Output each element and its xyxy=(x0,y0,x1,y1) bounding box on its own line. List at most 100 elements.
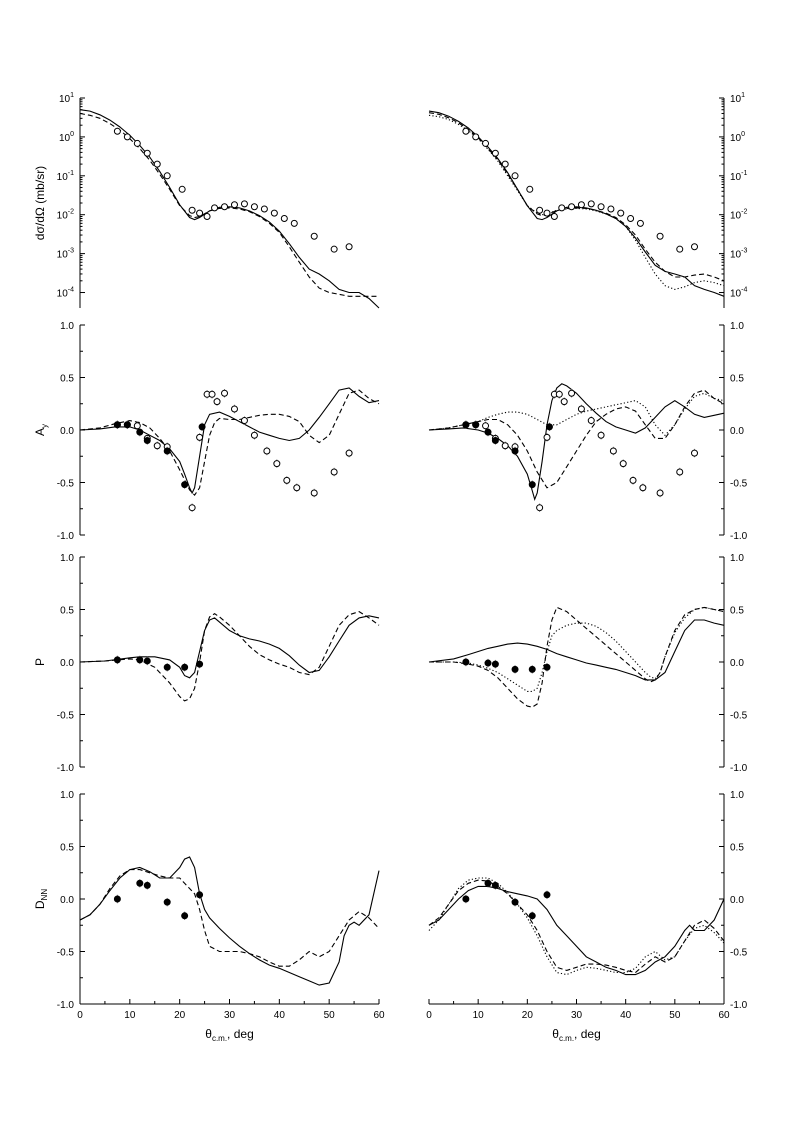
left-dnn-x-axis-title: θc.m., deg xyxy=(205,1027,254,1043)
left-ay-open-point xyxy=(263,447,271,455)
x-axis-title-theta: θ xyxy=(205,1027,212,1041)
tick-exponent: -3 xyxy=(68,248,74,255)
right-p-y-tick-label: 1.0 xyxy=(730,553,744,564)
right-ay-open-point xyxy=(656,489,664,497)
right-p-y-tick-label: 0.5 xyxy=(730,606,744,617)
right-dnn-y-tick-label: 0.0 xyxy=(730,895,744,906)
left-ay-filled-point xyxy=(143,437,151,444)
tick-exponent: 1 xyxy=(741,92,745,99)
left-p-filled-point xyxy=(113,656,121,664)
right-ay-open-point xyxy=(629,476,637,484)
tick-base: 10 xyxy=(730,250,742,261)
y-axis-title-cross-section: dσ/dΩ (mb/sr) xyxy=(33,166,47,240)
left-cs-open-point xyxy=(270,209,278,217)
left-dnn-x-tick-label: 30 xyxy=(224,1010,236,1021)
left-dnn-curve-dashed xyxy=(79,869,380,967)
right-dnn-x-tick-label: 60 xyxy=(718,1010,730,1021)
right-cs-open-point xyxy=(676,245,684,253)
left-dnn-x-tick-label: 60 xyxy=(373,1010,385,1021)
left-dnn-y-tick-label: -0.5 xyxy=(57,948,75,959)
left-ay-open-point xyxy=(133,422,141,430)
tick-exponent: -1 xyxy=(741,170,747,177)
right-cs-y-tick-label: 10-4 xyxy=(730,287,747,300)
left-p-filled-point xyxy=(143,657,151,665)
left-cs-open-point xyxy=(203,212,211,220)
right-ay-y-tick-label: -1.0 xyxy=(730,531,748,542)
right-ay-open-point xyxy=(543,433,551,441)
right-dnn-x-tick-label: 40 xyxy=(620,1010,632,1021)
tick-base: 10 xyxy=(59,94,71,105)
tick-base: 10 xyxy=(57,172,69,183)
x-axis-title-sub: c.m. xyxy=(559,1034,574,1043)
right-ay-y-tick-label: -0.5 xyxy=(730,479,748,490)
right-dnn-filled-point xyxy=(462,895,470,903)
tick-base: 10 xyxy=(730,211,742,222)
right-cs-open-point xyxy=(501,160,509,168)
left-p-y-tick-label: -0.5 xyxy=(57,711,75,722)
left-cs-open-point xyxy=(143,149,151,157)
left-ay-open-point xyxy=(310,489,318,497)
right-dnn-filled-point xyxy=(528,912,536,920)
left-dnn-x-tick-label: 10 xyxy=(124,1010,136,1021)
right-cs-curve-dotted xyxy=(428,114,725,290)
left-cs-y-tick-label: 100 xyxy=(59,131,74,144)
left-ay-curve-dashed xyxy=(79,389,380,496)
left-p-curve-solid xyxy=(79,615,380,679)
tick-exponent: -2 xyxy=(68,209,74,216)
left-p-filled-point xyxy=(196,660,204,668)
left-cs-open-point xyxy=(211,204,219,212)
tick-exponent: 0 xyxy=(741,131,745,138)
right-ay-open-point xyxy=(555,390,563,398)
y-axis-title-dnn-sub: NN xyxy=(40,889,49,901)
left-ay-curve-solid xyxy=(79,387,380,495)
left-cs-open-point xyxy=(250,203,258,211)
right-p-curve-solid xyxy=(428,619,725,681)
left-ay-open-point xyxy=(208,390,216,398)
tick-exponent: -2 xyxy=(741,209,747,216)
left-cs-y-tick-label: 10-3 xyxy=(57,248,74,261)
right-ay-open-point xyxy=(560,398,568,406)
right-dnn-x-axis-title: θc.m., deg xyxy=(552,1027,601,1043)
tick-base: 10 xyxy=(730,133,742,144)
left-p-filled-point xyxy=(163,663,171,671)
y-axis-title-dnn-main: D xyxy=(33,900,47,909)
y-axis-title-dnn: DNN xyxy=(33,889,49,909)
right-cs-open-point xyxy=(627,214,635,222)
right-dnn-y-tick-label: -1.0 xyxy=(730,1000,748,1011)
right-cs-open-point xyxy=(550,212,558,220)
left-cs-open-point xyxy=(153,160,161,168)
tick-exponent: -4 xyxy=(68,287,74,294)
right-dnn-x-tick-label: 10 xyxy=(473,1010,485,1021)
right-ay-open-point xyxy=(501,442,509,450)
right-ay-y-tick-label: 0.0 xyxy=(730,426,744,437)
left-cs-open-point xyxy=(196,209,204,217)
left-ay-filled-point xyxy=(181,481,189,489)
right-cs-y-tick-label: 10-2 xyxy=(730,209,747,222)
right-ay-open-point xyxy=(676,468,684,476)
y-axis-title-p: P xyxy=(33,658,47,666)
x-axis-title-unit: , deg xyxy=(227,1027,254,1041)
left-cs-open-point xyxy=(163,172,171,180)
right-cs-open-point xyxy=(577,201,585,209)
right-cs-open-point xyxy=(691,243,698,251)
left-ay-open-point xyxy=(250,431,258,439)
left-dnn-filled-point xyxy=(113,895,121,903)
x-axis-title-sub: c.m. xyxy=(212,1034,227,1043)
left-cs-open-point xyxy=(221,203,229,211)
x-axis-title-unit: , deg xyxy=(574,1027,601,1041)
left-cs-open-point xyxy=(133,139,141,147)
right-cs-open-point xyxy=(636,219,644,227)
right-cs-y-tick-label: 10-3 xyxy=(730,248,747,261)
tick-base: 10 xyxy=(730,172,742,183)
left-dnn-curve-solid xyxy=(79,856,380,986)
tick-exponent: 0 xyxy=(70,131,74,138)
left-ay-open-point xyxy=(188,504,196,512)
tick-exponent: -1 xyxy=(68,170,74,177)
right-p-curve-dashed xyxy=(429,606,725,708)
right-cs-y-tick-label: 100 xyxy=(730,131,745,144)
right-dnn-y-tick-label: -0.5 xyxy=(730,948,748,959)
tick-base: 10 xyxy=(730,289,742,300)
right-cs-open-point xyxy=(482,139,490,147)
right-ay-y-tick-label: 0.5 xyxy=(730,374,744,385)
